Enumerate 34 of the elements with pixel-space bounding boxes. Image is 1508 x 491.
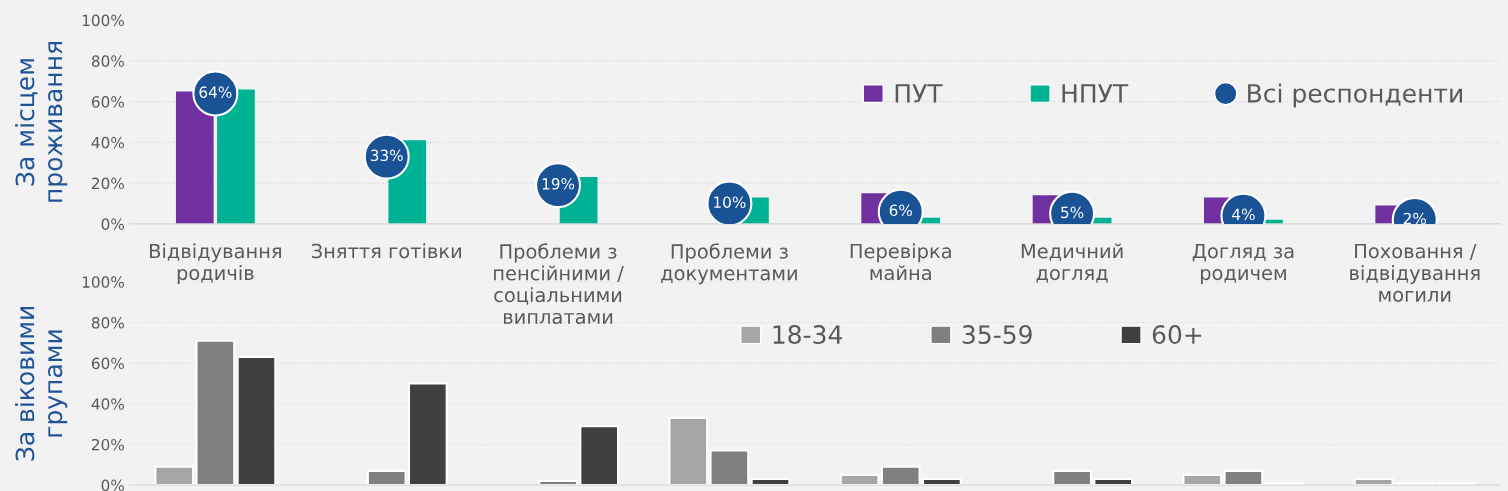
y-tick-label: 60% [91, 357, 124, 370]
data-label: 64% [199, 86, 232, 98]
x-tick-label: Догляд за родичем [1192, 243, 1294, 284]
legend-label: ПУТ [895, 84, 943, 103]
x-tick-label: Проблеми з документами [661, 243, 797, 285]
y-axis-title: За місцем проживання [15, 42, 68, 202]
y-tick-label: 20% [91, 438, 124, 451]
x-tick-label: Медичний догляд [1021, 243, 1123, 283]
data-label: 19% [542, 178, 575, 190]
y-tick-label: 20% [91, 177, 124, 190]
x-tick-label: Перевірка майна [850, 243, 951, 281]
y-tick-label: 80% [91, 316, 124, 329]
x-tick-label: Зняття готівки [311, 243, 461, 259]
x-tick-label: Відвідування родичів [150, 243, 281, 284]
y-tick-label: 0% [101, 479, 124, 491]
data-label: 6% [889, 204, 913, 217]
legend-label: Всі респонденти [1248, 83, 1462, 108]
y-tick-label: 100% [82, 276, 124, 288]
y-tick-label: 60% [91, 96, 124, 108]
legend-label: 18-34 [773, 325, 842, 345]
legend-label: НПУТ [1062, 84, 1129, 103]
y-tick-label: 0% [101, 218, 124, 230]
data-label: 5% [1061, 206, 1084, 219]
legend-label: 60+ [1152, 325, 1202, 345]
data-label: 10% [714, 196, 746, 208]
legend-label: 35-59 [962, 325, 1032, 345]
y-axis-title: За віковими групами [15, 307, 68, 461]
x-tick-label: Проблеми з пенсійними / соціальними виплатами [494, 243, 624, 325]
y-tick-label: 40% [91, 398, 124, 410]
x-tick-label: Поховання / відвідування могили [1350, 243, 1480, 302]
y-tick-label: 100% [82, 14, 124, 27]
data-label: 33% [370, 149, 403, 162]
y-tick-label: 40% [91, 136, 124, 149]
y-tick-label: 80% [91, 55, 124, 67]
